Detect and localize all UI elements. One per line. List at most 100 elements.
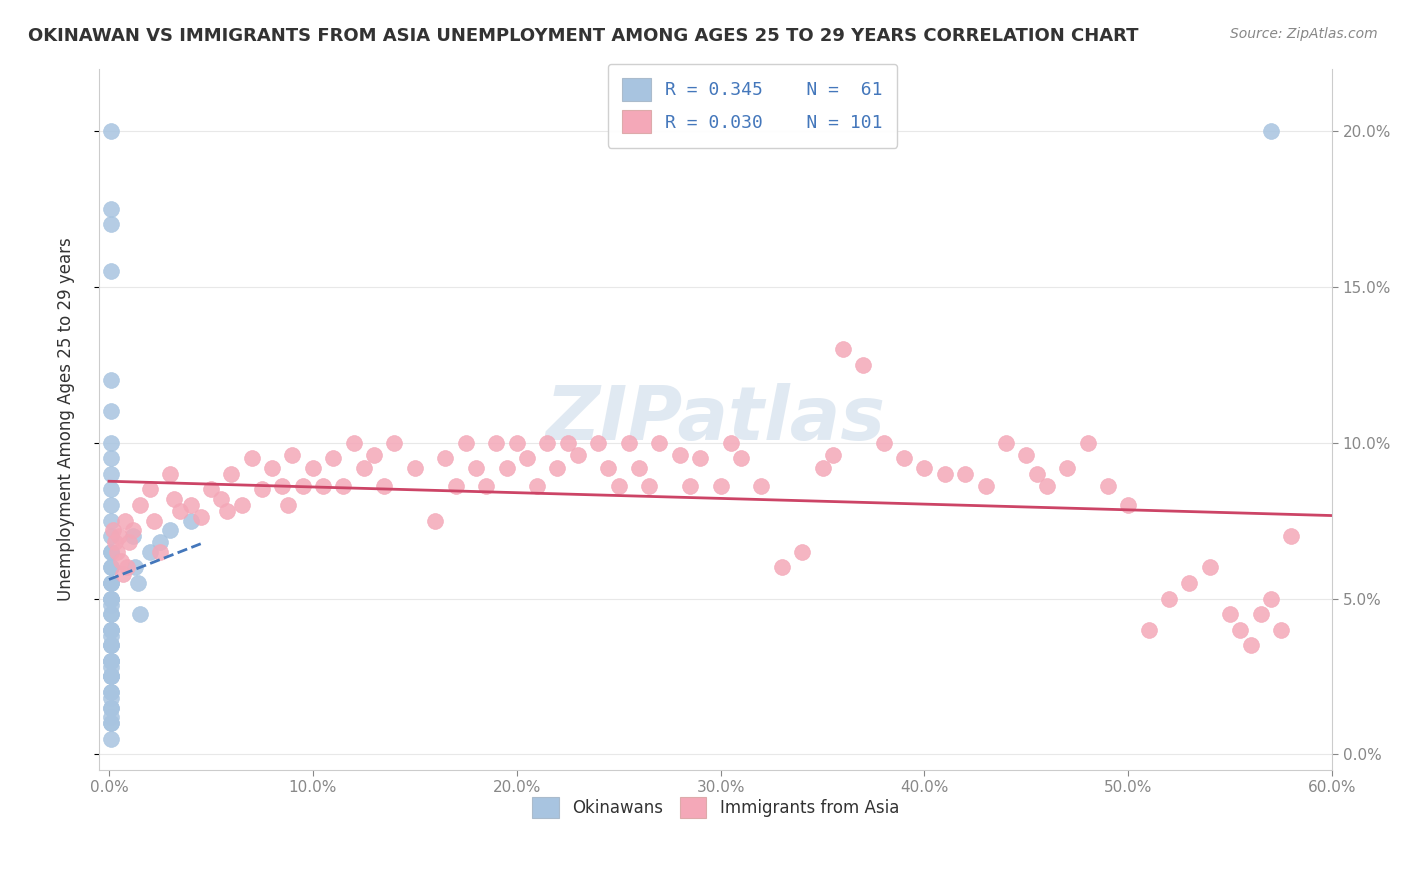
Point [1199, 560, 1222, 574]
Point [974, 479, 997, 493]
Point [1260, 591, 1282, 606]
Point [1178, 576, 1201, 591]
Point [100, 404, 122, 418]
Point [139, 483, 162, 497]
Point [100, 669, 122, 683]
Point [1056, 460, 1078, 475]
Point [995, 435, 1018, 450]
Point [100, 598, 122, 612]
Point [893, 451, 915, 466]
Point [100, 638, 122, 652]
Point [516, 451, 538, 466]
Point [100, 545, 122, 559]
Point [1281, 529, 1303, 543]
Point [384, 435, 406, 450]
Point [100, 669, 122, 683]
Point [669, 448, 692, 462]
Point [100, 591, 122, 606]
Point [588, 435, 610, 450]
Point [180, 514, 202, 528]
Point [425, 514, 447, 528]
Point [1118, 498, 1140, 512]
Point [100, 731, 122, 746]
Point [100, 545, 122, 559]
Point [434, 451, 457, 466]
Point [332, 479, 354, 493]
Point [100, 623, 122, 637]
Point [100, 669, 122, 683]
Point [100, 591, 122, 606]
Point [485, 435, 508, 450]
Point [1159, 591, 1181, 606]
Point [934, 467, 956, 481]
Point [122, 529, 145, 543]
Point [159, 523, 181, 537]
Point [648, 435, 671, 450]
Point [628, 460, 651, 475]
Point [100, 451, 122, 466]
Point [240, 451, 263, 466]
Point [100, 591, 122, 606]
Point [607, 479, 630, 493]
Point [100, 607, 122, 621]
Point [617, 435, 640, 450]
Point [108, 529, 131, 543]
Point [751, 479, 773, 493]
Point [142, 514, 165, 528]
Point [100, 529, 122, 543]
Point [117, 560, 139, 574]
Point [465, 460, 488, 475]
Point [105, 545, 128, 559]
Point [363, 448, 385, 462]
Point [1137, 623, 1160, 637]
Point [128, 498, 150, 512]
Point [100, 685, 122, 699]
Point [100, 124, 122, 138]
Point [1240, 638, 1263, 652]
Point [100, 514, 122, 528]
Point [100, 629, 122, 643]
Point [124, 560, 146, 574]
Point [343, 435, 366, 450]
Point [598, 460, 620, 475]
Point [100, 560, 122, 574]
Point [291, 479, 314, 493]
Point [1250, 607, 1272, 621]
Point [832, 342, 855, 356]
Point [100, 373, 122, 387]
Point [302, 460, 325, 475]
Point [128, 607, 150, 621]
Point [495, 460, 517, 475]
Point [689, 451, 711, 466]
Point [250, 483, 273, 497]
Point [100, 638, 122, 652]
Point [180, 498, 202, 512]
Point [100, 218, 122, 232]
Point [100, 623, 122, 637]
Point [506, 435, 529, 450]
Point [852, 358, 875, 372]
Point [169, 504, 191, 518]
Point [100, 716, 122, 731]
Point [100, 576, 122, 591]
Point [536, 435, 558, 450]
Point [353, 460, 375, 475]
Point [720, 435, 742, 450]
Legend: Okinawans, Immigrants from Asia: Okinawans, Immigrants from Asia [526, 790, 905, 825]
Point [100, 669, 122, 683]
Point [679, 479, 702, 493]
Point [100, 202, 122, 216]
Point [1270, 623, 1292, 637]
Point [100, 498, 122, 512]
Point [149, 535, 172, 549]
Point [100, 685, 122, 699]
Point [312, 479, 335, 493]
Point [322, 451, 344, 466]
Point [914, 460, 936, 475]
Point [821, 448, 844, 462]
Point [100, 654, 122, 668]
Point [100, 607, 122, 621]
Point [159, 467, 181, 481]
Point [190, 510, 212, 524]
Point [163, 491, 186, 506]
